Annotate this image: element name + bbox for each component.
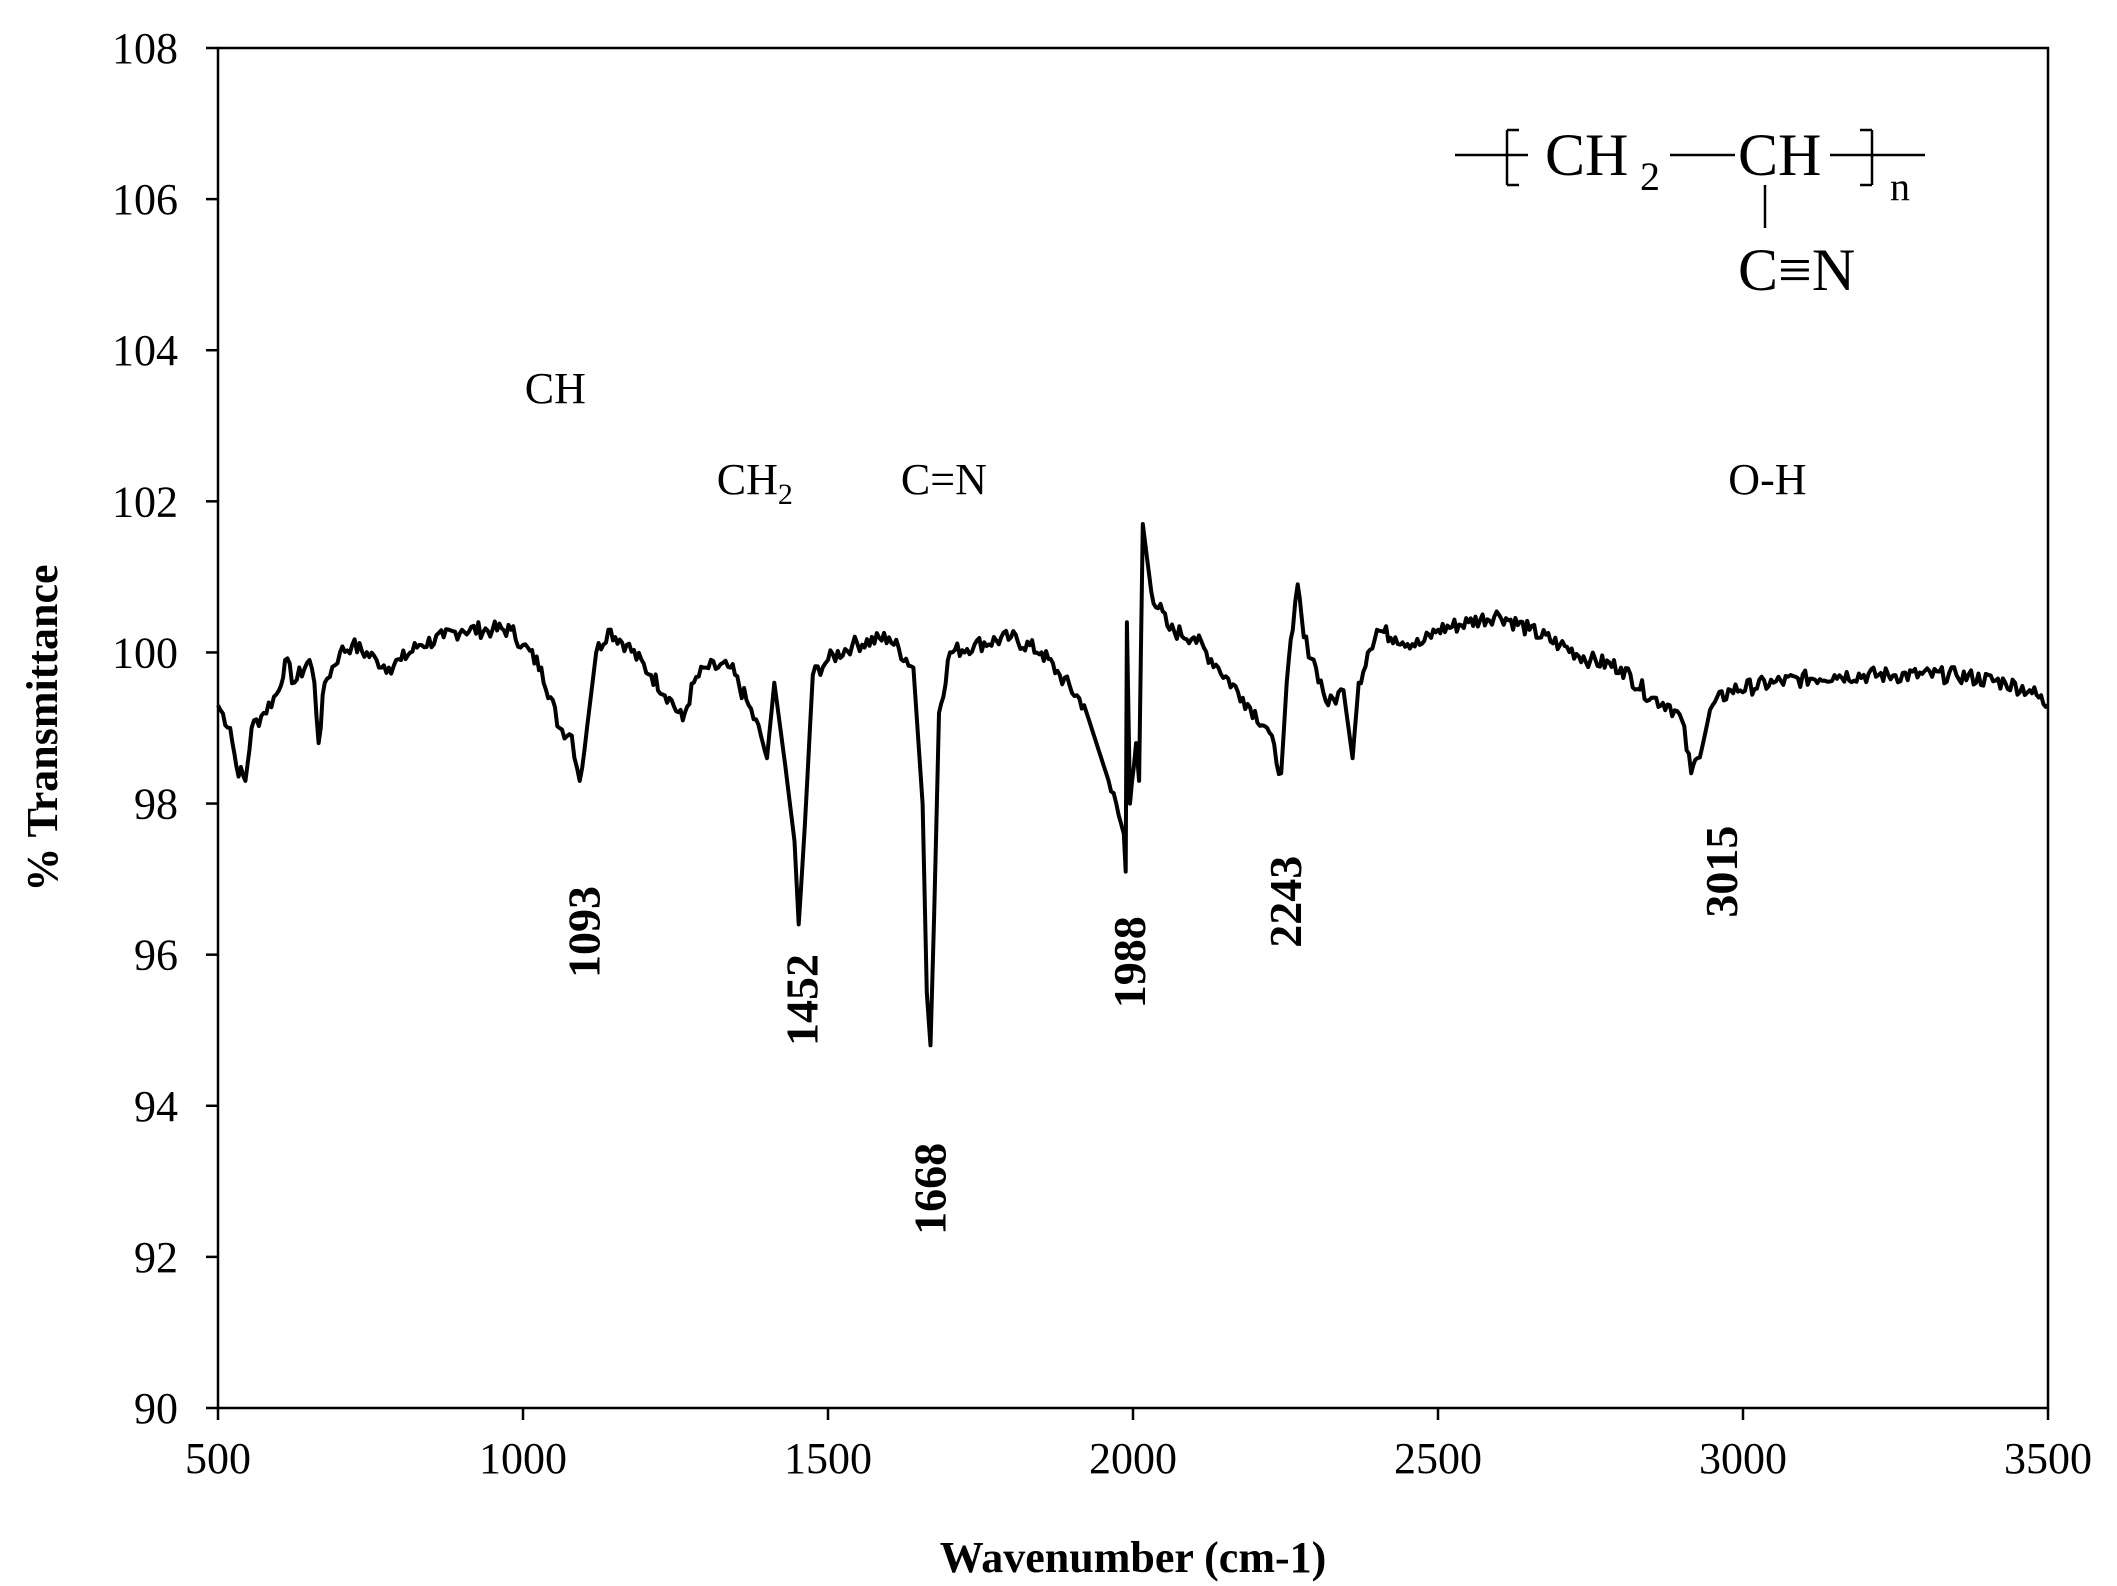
y-tick-label: 96 <box>134 931 178 980</box>
group-label: CH <box>525 364 586 413</box>
peak-label: 1093 <box>558 886 609 978</box>
y-tick-label: 102 <box>112 477 178 526</box>
x-tick-label: 2500 <box>1394 1434 1482 1483</box>
peak-label: 3015 <box>1696 826 1747 918</box>
x-tick-label: 3500 <box>2004 1434 2092 1483</box>
formula-ch2: CH <box>1545 122 1628 188</box>
group-label: C=N <box>901 455 987 504</box>
peak-label: 2243 <box>1260 856 1311 948</box>
y-tick-label: 108 <box>112 24 178 73</box>
peak-label: 1668 <box>905 1143 956 1235</box>
x-tick-label: 2000 <box>1089 1434 1177 1483</box>
x-tick-label: 1000 <box>479 1434 567 1483</box>
peak-label: 1452 <box>777 954 828 1046</box>
formula-ch: CH <box>1738 122 1821 188</box>
group-labels: CH CH2 C=N O-H <box>525 364 1807 511</box>
y-tick-label: 94 <box>134 1082 178 1131</box>
y-axis-title: % Transmittance <box>18 564 67 891</box>
peak-label: 1988 <box>1104 916 1155 1008</box>
x-tick-label: 1500 <box>784 1434 872 1483</box>
y-tick-label: 98 <box>134 780 178 829</box>
formula-nitrile: C≡N <box>1738 237 1855 303</box>
spectrum-line <box>216 522 2050 1048</box>
x-tick-label: 3000 <box>1699 1434 1787 1483</box>
formula-subscript-2: 2 <box>1640 154 1660 199</box>
polyacrylonitrile-formula: CH 2 CH n C≡N <box>1455 122 1925 303</box>
group-label: O-H <box>1728 455 1806 504</box>
group-label: CH2 <box>717 455 793 511</box>
peak-labels: 1093 1452 1668 1988 2243 3015 <box>558 826 1747 1235</box>
x-axis-title: Wavenumber (cm-1) <box>940 1533 1327 1582</box>
y-tick-label: 104 <box>112 326 178 375</box>
y-axis: 90 92 94 96 98 100 102 104 106 108 <box>112 24 218 1433</box>
y-tick-label: 106 <box>112 175 178 224</box>
formula-n: n <box>1890 164 1910 209</box>
y-tick-label: 92 <box>134 1233 178 1282</box>
y-tick-label: 100 <box>112 628 178 677</box>
x-axis: 500 1000 1500 2000 2500 3000 3500 <box>185 1408 2092 1483</box>
x-tick-label: 500 <box>185 1434 251 1483</box>
y-tick-label: 90 <box>134 1384 178 1433</box>
